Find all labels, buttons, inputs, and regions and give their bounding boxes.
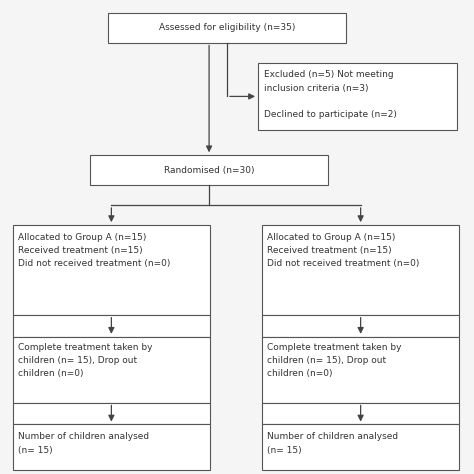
Bar [13, 315, 210, 337]
Text: Complete treatment taken by
children (n= 15), Drop out
children (n=0): Complete treatment taken by children (n=… [18, 343, 152, 378]
Bar [258, 63, 457, 130]
Bar [262, 402, 459, 424]
Bar [262, 315, 459, 337]
Text: Complete treatment taken by
children (n= 15), Drop out
children (n=0): Complete treatment taken by children (n=… [267, 343, 401, 378]
Bar [109, 13, 346, 43]
Text: Excluded (n=5) Not meeting
inclusion criteria (n=3)

Declined to participate (n=: Excluded (n=5) Not meeting inclusion cri… [264, 71, 397, 119]
Bar [13, 225, 210, 315]
Bar [13, 337, 210, 402]
Text: Randomised (n=30): Randomised (n=30) [164, 166, 255, 175]
Bar [262, 337, 459, 402]
Text: Number of children analysed
(n= 15): Number of children analysed (n= 15) [18, 432, 149, 455]
Text: Number of children analysed
(n= 15): Number of children analysed (n= 15) [267, 432, 398, 455]
Bar [13, 402, 210, 424]
Bar [262, 424, 459, 470]
Text: Assessed for eligibility (n=35): Assessed for eligibility (n=35) [159, 23, 295, 32]
Text: Allocated to Group A (n=15)
Received treatment (n=15)
Did not received treatment: Allocated to Group A (n=15) Received tre… [267, 233, 419, 268]
Bar [262, 225, 459, 315]
Bar [91, 155, 328, 185]
Bar [13, 424, 210, 470]
Text: Allocated to Group A (n=15)
Received treatment (n=15)
Did not received treatment: Allocated to Group A (n=15) Received tre… [18, 233, 170, 268]
